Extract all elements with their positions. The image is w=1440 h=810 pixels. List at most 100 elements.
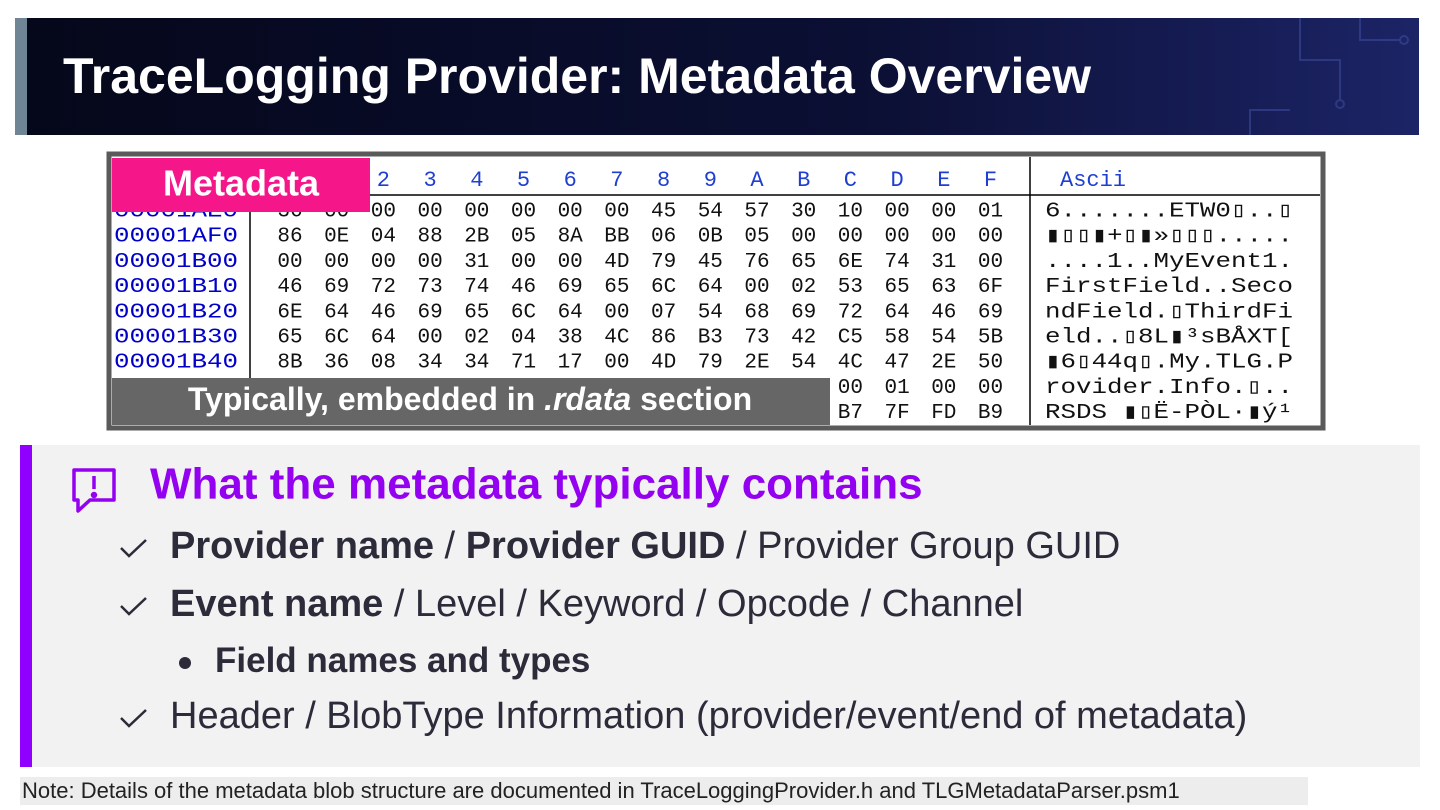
column-header: 8 xyxy=(657,168,670,193)
hex-byte: 05 xyxy=(511,226,536,249)
hex-byte: 65 xyxy=(791,251,816,274)
hex-byte: 64 xyxy=(698,276,723,299)
hex-byte: 01 xyxy=(978,201,1003,224)
hex-byte: 46 xyxy=(371,301,396,324)
caption-part: Typically, embedded in xyxy=(188,381,544,417)
hex-byte: 57 xyxy=(744,201,769,224)
metadata-label-bg xyxy=(112,158,370,212)
hex-byte: 64 xyxy=(371,327,396,350)
item-part: Event name xyxy=(170,583,383,625)
hex-byte: 04 xyxy=(511,327,536,350)
address: 00001B20 xyxy=(114,301,238,324)
note-bg xyxy=(20,777,1308,805)
hex-byte: 4D xyxy=(651,352,676,375)
hex-byte: 00 xyxy=(978,251,1003,274)
hex-byte: 00 xyxy=(838,226,863,249)
column-header: 6 xyxy=(564,168,577,193)
hex-byte: 34 xyxy=(464,352,489,375)
hex-byte: 6C xyxy=(651,276,676,299)
hex-byte: 46 xyxy=(511,276,536,299)
hex-byte: 00 xyxy=(978,377,1003,400)
column-header: 9 xyxy=(704,168,717,193)
hex-byte: 00 xyxy=(511,201,536,224)
hex-byte: 69 xyxy=(417,301,442,324)
hex-byte: B7 xyxy=(838,402,863,425)
hex-byte: 46 xyxy=(277,276,302,299)
ascii-text: ▮6▯44q▯.My.TLG.P xyxy=(1045,352,1293,375)
item-part: Header / BlobType Information (provider/… xyxy=(170,695,1247,737)
hex-byte: 31 xyxy=(931,251,956,274)
hex-byte: 00 xyxy=(931,377,956,400)
hex-byte: 54 xyxy=(931,327,956,350)
hex-byte: 47 xyxy=(884,352,909,375)
hex-byte: 0E xyxy=(324,226,349,249)
item-part: / Level / Keyword / Opcode / Channel xyxy=(383,583,1023,625)
hex-byte: 2E xyxy=(931,352,956,375)
hex-byte: 69 xyxy=(791,301,816,324)
panel-icon xyxy=(72,468,116,513)
address: 00001B10 xyxy=(114,276,238,299)
hex-byte: 74 xyxy=(884,251,909,274)
caption-bg xyxy=(112,378,830,425)
ascii-header: Ascii xyxy=(1060,168,1126,193)
hex-byte: 45 xyxy=(698,251,723,274)
hex-byte: 34 xyxy=(417,352,442,375)
column-header: F xyxy=(984,168,997,193)
ascii-text: RSDS ▮▯Ë-PÒL·▮ý¹ xyxy=(1045,401,1293,425)
item-part: Provider GUID xyxy=(466,525,726,567)
item-part: / xyxy=(434,525,466,567)
hex-byte: 00 xyxy=(791,226,816,249)
metadata-label: Metadata xyxy=(163,163,320,204)
hex-byte: 38 xyxy=(558,327,583,350)
hex-byte: 00 xyxy=(604,352,629,375)
hex-byte: 7F xyxy=(884,402,909,425)
hex-byte: 6F xyxy=(978,276,1003,299)
ascii-text: ▮▯▯▮+▯▮»▯▯▯..... xyxy=(1045,226,1293,249)
hex-byte: 8A xyxy=(558,226,584,249)
item-part: Provider name xyxy=(170,525,434,567)
hex-byte: 00 xyxy=(511,251,536,274)
caption-part: section xyxy=(631,381,752,417)
hex-byte: C5 xyxy=(838,327,863,350)
column-header: D xyxy=(890,168,903,193)
hex-byte: 6E xyxy=(277,301,302,324)
hex-byte: 54 xyxy=(791,352,816,375)
hex-byte: B3 xyxy=(698,327,723,350)
hex-byte: 6E xyxy=(838,251,863,274)
column-header: 3 xyxy=(423,168,436,193)
hex-byte: 2B xyxy=(464,226,489,249)
column-header: C xyxy=(844,168,857,193)
hex-byte: 05 xyxy=(744,226,769,249)
column-header: 5 xyxy=(517,168,530,193)
hex-byte: 6C xyxy=(324,327,349,350)
column-header: 2 xyxy=(377,168,390,193)
hex-byte: FD xyxy=(931,402,956,425)
hex-byte: 00 xyxy=(371,251,396,274)
ascii-text: ....1..MyEvent1. xyxy=(1045,251,1293,274)
hex-byte: 63 xyxy=(931,276,956,299)
hex-byte: 00 xyxy=(371,201,396,224)
ascii-text: ndField.▯ThirdFi xyxy=(1045,301,1293,324)
hex-byte: 00 xyxy=(838,377,863,400)
hex-byte: 5B xyxy=(978,327,1003,350)
hex-byte: 06 xyxy=(651,226,676,249)
check-marker xyxy=(120,539,147,558)
hex-byte: 50 xyxy=(978,352,1003,375)
hex-byte: 72 xyxy=(838,301,863,324)
column-header: A xyxy=(750,168,764,193)
hex-byte: 45 xyxy=(651,201,676,224)
hex-byte: 74 xyxy=(464,276,489,299)
hex-byte: 00 xyxy=(604,301,629,324)
hex-byte: 07 xyxy=(651,301,676,324)
hex-byte: 65 xyxy=(277,327,302,350)
hex-byte: 8B xyxy=(277,352,302,375)
list-item: Provider name / Provider GUID / Provider… xyxy=(170,525,1120,567)
bullet-marker xyxy=(179,657,191,669)
hex-byte: 0B xyxy=(698,226,723,249)
hex-byte: 36 xyxy=(324,352,349,375)
hex-byte: 17 xyxy=(558,352,583,375)
hex-byte: 00 xyxy=(884,226,909,249)
hex-byte: 64 xyxy=(558,301,583,324)
hex-byte: 79 xyxy=(651,251,676,274)
